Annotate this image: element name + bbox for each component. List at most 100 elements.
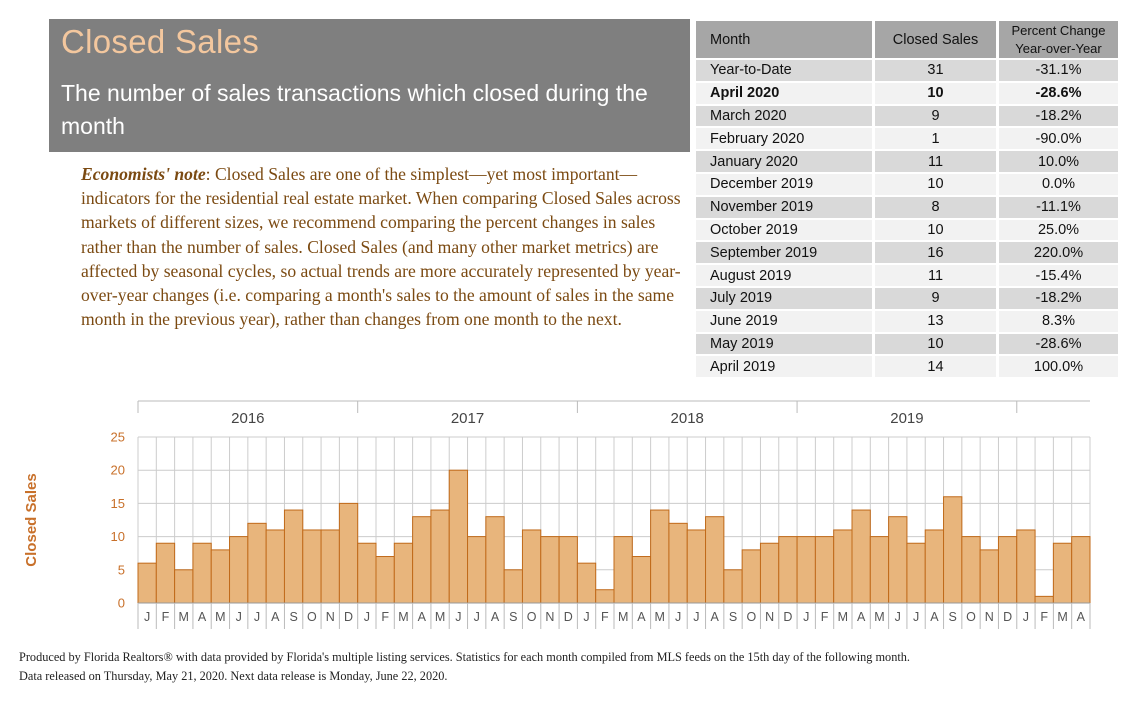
cell-sales: 16 — [875, 242, 996, 264]
cell-pct: 25.0% — [999, 219, 1118, 241]
cell-sales: 11 — [875, 265, 996, 286]
x-tick-label: N — [326, 610, 335, 624]
y-tick-label: 20 — [111, 463, 125, 478]
x-tick-label: M — [179, 610, 189, 624]
year-label: 2018 — [671, 410, 704, 427]
y-tick-label: 25 — [111, 430, 125, 445]
table-row: April 2019 14 100.0% — [696, 356, 1118, 378]
bar — [155, 542, 176, 604]
y-tick-label: 5 — [118, 562, 125, 577]
table-row: December 2019 10 0.0% — [696, 173, 1118, 195]
bar — [833, 529, 853, 604]
x-tick-label: N — [545, 610, 554, 624]
footer-line-2: Data released on Thursday, May 21, 2020.… — [19, 669, 448, 683]
bar — [796, 536, 816, 604]
closed-sales-table: Month Closed Sales Percent Change Year-ov… — [693, 19, 1121, 379]
x-tick-label: J — [675, 610, 681, 624]
x-tick-label: J — [254, 610, 260, 624]
cell-pct: -28.6% — [999, 82, 1118, 104]
table-row: November 2019 8 -11.1% — [696, 196, 1118, 218]
cell-month: August 2019 — [696, 265, 872, 286]
table-row: March 2020 9 -18.2% — [696, 105, 1118, 127]
x-tick-label: F — [1040, 610, 1048, 624]
bar — [595, 589, 615, 604]
cell-sales: 11 — [875, 151, 996, 172]
page-subtitle: The number of sales transactions which c… — [61, 80, 648, 139]
x-tick-label: N — [765, 610, 774, 624]
table-row: September 2019 16 220.0% — [696, 242, 1118, 264]
cell-month: November 2019 — [696, 196, 872, 218]
bar — [979, 549, 999, 604]
x-tick-label: F — [601, 610, 609, 624]
cell-pct: 100.0% — [999, 356, 1118, 378]
cell-month: April 2020 — [696, 82, 872, 104]
bar — [412, 516, 432, 604]
bar — [814, 536, 835, 604]
bar — [943, 496, 963, 604]
x-tick-label: D — [1003, 610, 1012, 624]
bar — [467, 536, 487, 604]
x-tick-label: D — [783, 610, 792, 624]
x-tick-label: A — [1077, 610, 1086, 624]
x-tick-label: J — [1023, 610, 1029, 624]
bar — [1016, 529, 1036, 604]
cell-sales: 14 — [875, 356, 996, 378]
bar — [888, 516, 908, 604]
title-panel: Closed Sales The number of sales transac… — [49, 19, 690, 152]
x-tick-label: A — [857, 610, 866, 624]
bar — [631, 556, 652, 604]
bar — [741, 549, 761, 604]
cell-sales: 10 — [875, 82, 996, 104]
bar — [174, 569, 194, 604]
bar — [613, 536, 633, 604]
header-closed-sales: Closed Sales — [875, 21, 996, 58]
x-tick-label: F — [821, 610, 829, 624]
bar — [192, 542, 212, 604]
x-tick-label: J — [455, 610, 461, 624]
x-tick-label: A — [198, 610, 207, 624]
x-tick-label: A — [271, 610, 280, 624]
table-row: February 2020 1 -90.0% — [696, 128, 1118, 150]
header-month: Month — [696, 21, 872, 58]
x-tick-label: M — [1057, 610, 1067, 624]
cell-sales: 10 — [875, 219, 996, 241]
bar — [705, 516, 725, 604]
cell-month: July 2019 — [696, 287, 872, 309]
header-percent-change-line1: Percent Change — [1011, 22, 1106, 38]
x-tick-label: A — [491, 610, 500, 624]
x-tick-label: F — [381, 610, 389, 624]
cell-sales: 10 — [875, 173, 996, 195]
bar — [302, 529, 322, 604]
footer-line-1: Produced by Florida Realtors® with data … — [19, 650, 910, 664]
bar — [686, 529, 707, 604]
bar — [357, 542, 377, 604]
cell-month: March 2020 — [696, 105, 872, 127]
bar — [137, 562, 157, 604]
cell-month: January 2020 — [696, 151, 872, 172]
cell-pct: 0.0% — [999, 173, 1118, 195]
cell-sales: 31 — [875, 60, 996, 81]
x-tick-label: O — [966, 610, 976, 624]
table-row: May 2019 10 -28.6% — [696, 333, 1118, 355]
bar — [576, 562, 597, 604]
bar — [540, 536, 560, 604]
x-tick-label: J — [144, 610, 150, 624]
table-row: Year-to-Date 31 -31.1% — [696, 60, 1118, 81]
x-tick-label: O — [307, 610, 317, 624]
x-tick-label: O — [746, 610, 756, 624]
bar — [393, 542, 414, 604]
table-row: July 2019 9 -18.2% — [696, 287, 1118, 309]
x-tick-label: F — [162, 610, 170, 624]
table-row: June 2019 13 8.3% — [696, 310, 1118, 332]
x-tick-label: M — [618, 610, 628, 624]
x-tick-label: M — [435, 610, 445, 624]
cell-month: Year-to-Date — [696, 60, 872, 81]
bar — [521, 529, 542, 604]
bar — [869, 536, 890, 604]
y-axis-label: Closed Sales — [23, 473, 40, 566]
table-row: October 2019 10 25.0% — [696, 219, 1118, 241]
bar — [265, 529, 285, 604]
year-label: 2016 — [231, 410, 264, 427]
x-tick-label: J — [895, 610, 901, 624]
